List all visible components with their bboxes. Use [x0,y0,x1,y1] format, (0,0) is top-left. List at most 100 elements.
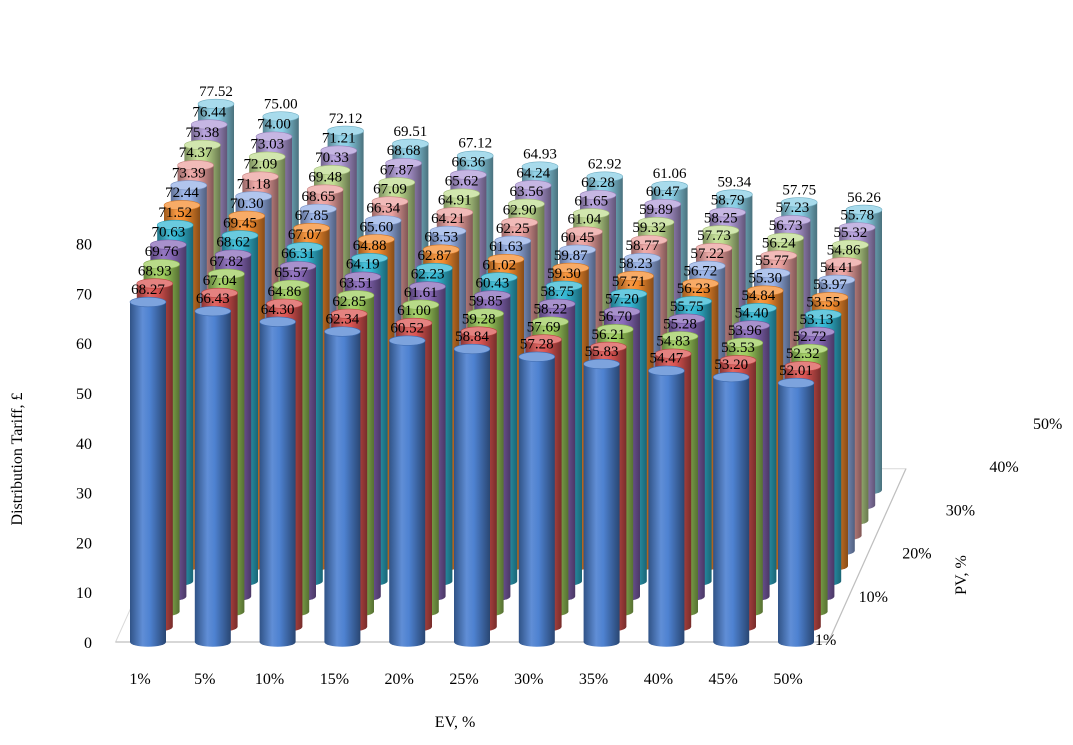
bar-top [170,180,208,191]
data-label: 58.23 [619,256,653,272]
data-label: 59.89 [639,202,673,218]
data-label: 56.24 [762,236,796,252]
bar-top [388,335,426,346]
bar-body [324,331,361,647]
data-label: 55.77 [755,253,789,269]
x-tick-label: 10% [255,671,284,688]
bar-top [532,316,569,327]
data-label: 62.23 [411,266,445,282]
data-label: 65.57 [274,265,308,281]
data-label: 72.09 [244,157,278,173]
bar-top [330,308,368,319]
data-label: 74.00 [257,117,291,133]
bar [388,335,426,647]
bar-body [648,370,685,647]
data-label: 73.39 [172,165,206,181]
bar-top [825,257,862,268]
data-label: 56.73 [769,218,803,234]
bar-top [624,253,661,264]
bar-top [450,169,487,180]
bar-top [644,198,682,210]
bar-top [521,161,559,172]
x-axis-title: EV, % [435,714,476,731]
data-label: 64.24 [516,165,550,181]
data-label: 62.90 [503,202,537,218]
y-tick-label: 20 [76,535,92,552]
data-label: 53.55 [806,295,840,311]
bar-top [518,351,556,362]
bar [712,371,750,647]
depth-tick-label: 40% [989,459,1018,476]
data-label: 61.00 [397,303,431,319]
bar-top [719,355,757,366]
data-label: 54.86 [827,242,861,258]
data-label: 57.22 [690,246,724,262]
bar-top [214,249,252,260]
bar-body [518,356,555,647]
bar [324,326,361,647]
bar-top [501,217,538,228]
bar [777,377,815,647]
bar-top [733,320,770,331]
bar-top [508,198,545,209]
data-label: 67.12 [458,136,492,152]
data-label: 75.38 [186,125,220,141]
data-label: 67.04 [203,273,237,289]
bar-top [143,259,180,270]
y-tick-label: 50 [76,386,92,403]
bar-top [248,151,286,162]
bar-top [630,235,668,246]
data-label: 56.70 [598,309,632,325]
bar-top [324,326,361,337]
bar-top [156,219,194,231]
bar [129,296,167,647]
bar-top [838,222,876,233]
data-label: 57.69 [527,320,561,336]
bar-top [651,180,688,192]
data-label: 59.87 [554,248,588,264]
bar [583,358,620,647]
data-label: 62.34 [326,312,360,328]
bar-top [832,239,869,251]
bar [518,351,556,647]
data-label: 64.86 [268,284,302,300]
bar-top [538,298,576,309]
y-tick-label: 40 [76,436,92,453]
bar-top [590,341,627,352]
data-label: 57.73 [697,228,731,244]
bar-top [300,203,337,215]
data-label: 65.60 [360,219,394,235]
data-label: 54.83 [656,334,690,350]
data-label: 60.52 [390,321,424,337]
bar [648,365,685,647]
bar-top [804,309,842,320]
bar-body [130,302,166,647]
bar-top [494,235,532,246]
data-label: 61.04 [568,212,602,228]
bar-top [586,171,624,182]
data-label: 72.44 [165,185,199,201]
data-label: 69.45 [223,215,257,231]
bar-top [436,207,474,218]
bar-top [228,210,266,222]
depth-axis-title: PV, % [953,555,970,595]
data-label: 64.93 [523,147,557,163]
bar-top [327,125,364,136]
x-tick-label: 40% [644,671,673,688]
bar-top [255,131,293,142]
bar-top [818,274,856,285]
bar-top [129,296,167,308]
bar-top [378,177,416,188]
data-label: 67.85 [295,208,329,224]
bar-top [460,326,498,337]
bar-top [726,337,764,348]
data-label: 64.88 [353,238,387,254]
data-label: 75.00 [264,97,298,113]
data-label: 53.96 [728,323,762,339]
data-label: 70.63 [152,225,186,241]
data-label: 67.87 [380,162,414,178]
bar-top [422,244,460,255]
bar-top [262,111,300,122]
bar-top [279,261,317,272]
